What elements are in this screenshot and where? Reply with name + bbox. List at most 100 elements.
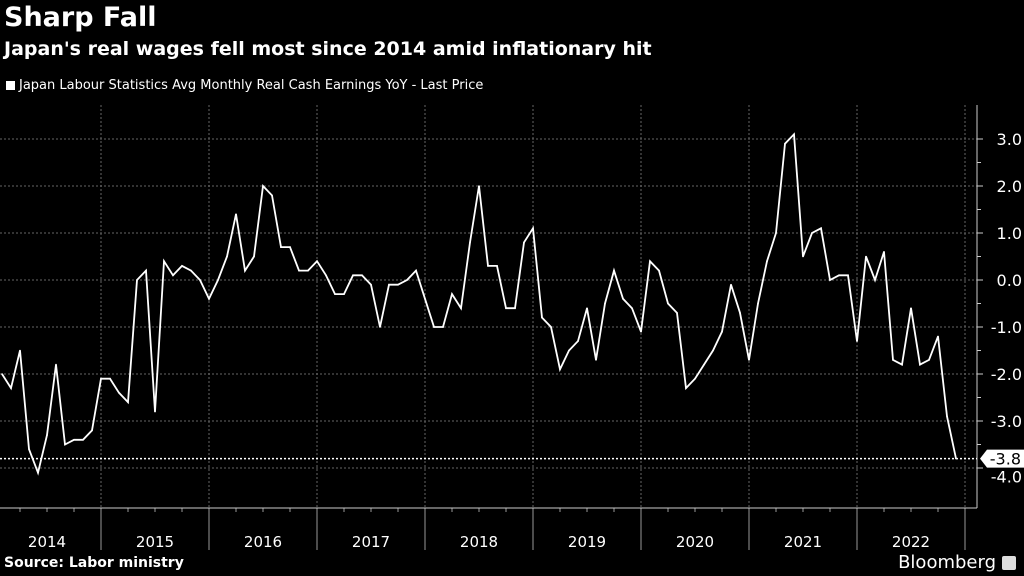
- data-point: [370, 283, 372, 286]
- data-point: [577, 340, 579, 342]
- last-value-label: -3.8: [990, 450, 1021, 469]
- data-point: [280, 246, 282, 248]
- legend-swatch: [6, 81, 15, 90]
- data-point: [811, 232, 813, 234]
- data-point: [73, 439, 75, 441]
- x-tick-label: 2018: [460, 533, 498, 551]
- data-point: [451, 293, 453, 295]
- x-tick-label: 2019: [568, 533, 606, 551]
- data-point: [667, 302, 669, 305]
- data-point: [253, 255, 255, 258]
- data-point: [64, 443, 66, 446]
- data-point: [802, 255, 804, 258]
- data-point: [379, 326, 381, 328]
- data-point: [505, 307, 507, 310]
- data-point: [28, 448, 30, 451]
- data-point: [478, 185, 480, 187]
- x-tick-label: 2014: [28, 533, 66, 551]
- data-point: [532, 227, 534, 230]
- data-point: [901, 363, 903, 366]
- data-point: [136, 279, 138, 281]
- data-point: [649, 260, 651, 263]
- data-point: [523, 241, 525, 244]
- y-tick-label: -3.0: [991, 412, 1022, 431]
- data-point: [820, 227, 822, 230]
- data-point: [865, 255, 867, 258]
- data-point: [685, 387, 687, 389]
- data-point: [892, 359, 894, 361]
- data-point: [10, 387, 12, 389]
- data-point: [730, 283, 732, 286]
- data-point: [910, 307, 912, 310]
- data-point: [226, 255, 228, 258]
- data-point: [883, 251, 885, 253]
- data-point: [1, 373, 3, 375]
- data-point: [487, 265, 489, 267]
- x-tick-label: 2017: [352, 533, 390, 551]
- x-tick-label: 2022: [892, 533, 930, 551]
- data-point: [271, 194, 273, 197]
- y-tick-label: 3.0: [997, 130, 1022, 149]
- y-tick-label: -2.0: [991, 365, 1022, 384]
- data-point: [190, 269, 192, 272]
- data-point: [415, 269, 417, 272]
- data-point: [433, 326, 435, 328]
- legend-label: Japan Labour Statistics Avg Monthly Real…: [19, 78, 484, 93]
- data-point: [469, 241, 471, 244]
- data-point: [793, 133, 795, 136]
- data-point: [199, 279, 201, 281]
- chart-title: Sharp Fall: [4, 2, 157, 33]
- data-point: [217, 279, 219, 281]
- chart-icon: [1002, 555, 1016, 570]
- data-point: [550, 326, 552, 328]
- data-point: [496, 265, 498, 267]
- x-tick-label: 2021: [784, 533, 822, 551]
- data-point: [91, 429, 93, 432]
- data-point: [739, 312, 741, 314]
- data-point: [127, 401, 129, 404]
- x-tick-label: 2015: [136, 533, 174, 551]
- data-point: [334, 293, 336, 295]
- bloomberg-logo: Bloomberg: [898, 552, 1016, 573]
- data-point: [145, 269, 147, 272]
- data-point: [937, 335, 939, 338]
- data-point: [325, 274, 327, 277]
- data-point: [343, 293, 345, 295]
- data-point: [388, 283, 390, 286]
- y-tick-label: 0.0: [997, 271, 1022, 290]
- data-point: [235, 213, 237, 215]
- data-point: [46, 434, 48, 436]
- x-tick-label: 2016: [244, 533, 282, 551]
- data-point: [460, 307, 462, 310]
- data-point: [298, 269, 300, 272]
- x-tick-label: 2020: [676, 533, 714, 551]
- data-point: [586, 307, 588, 310]
- chart-subtitle: Japan's real wages fell most since 2014 …: [4, 38, 652, 60]
- data-point: [307, 269, 309, 272]
- data-point: [208, 298, 210, 300]
- last-value-badge: [980, 449, 1024, 468]
- data-point: [694, 377, 696, 380]
- data-point: [244, 269, 246, 272]
- data-point: [874, 279, 876, 281]
- data-point: [55, 363, 57, 366]
- data-point: [361, 274, 363, 277]
- y-tick-label: 1.0: [997, 224, 1022, 243]
- data-point: [352, 274, 354, 277]
- y-tick-label: 2.0: [997, 177, 1022, 196]
- source-note: Source: Labor ministry: [4, 555, 184, 571]
- data-point: [775, 232, 777, 234]
- data-point: [541, 316, 543, 319]
- data-point: [631, 307, 633, 310]
- legend: Japan Labour Statistics Avg Monthly Real…: [6, 78, 483, 93]
- data-point: [595, 359, 597, 361]
- data-point: [613, 269, 615, 272]
- data-point: [262, 185, 264, 187]
- data-point: [955, 457, 957, 460]
- data-point: [397, 283, 399, 286]
- data-point: [181, 265, 183, 267]
- data-point: [757, 302, 759, 305]
- y-tick-label: -1.0: [991, 318, 1022, 337]
- data-point: [766, 260, 768, 263]
- data-point: [919, 363, 921, 366]
